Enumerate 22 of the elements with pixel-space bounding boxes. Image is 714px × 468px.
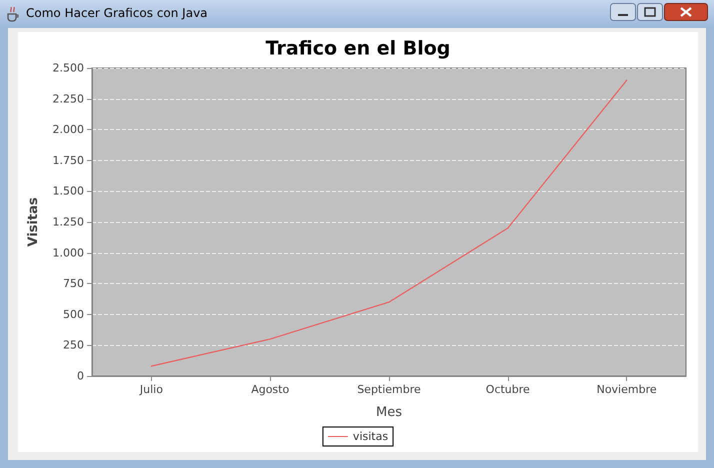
y-tick-label: 250 (63, 338, 84, 352)
x-tick-label: Septiembre (357, 383, 422, 396)
x-axis-title: Mes (376, 405, 402, 420)
y-tick-label: 2.250 (52, 92, 84, 106)
y-tick-label: 750 (63, 277, 84, 290)
y-tick-label: 1.000 (52, 246, 84, 260)
chart-title: Trafico en el Blog (266, 38, 450, 60)
y-axis-title: Visitas (26, 197, 41, 247)
text: Como Hacer Graficos con Java (26, 6, 208, 20)
x-tick-label: Noviembre (596, 383, 657, 396)
y-tick-label: 1.750 (52, 154, 84, 167)
y-tick-label: 1.500 (52, 184, 84, 198)
legend-label: visitas (352, 430, 388, 443)
y-tick-label: 0 (77, 370, 84, 382)
y-tick-label: 2.500 (52, 62, 84, 74)
y-tick-label: 1.250 (52, 216, 84, 228)
line-series (150, 80, 628, 367)
y-tick-label: 2.000 (52, 123, 84, 136)
x-tick-label: Julio (138, 383, 164, 396)
x-tick-label: Octubre (486, 383, 530, 396)
y-tick-label: 500 (63, 308, 84, 321)
x-tick-label: Agosto (251, 383, 290, 396)
